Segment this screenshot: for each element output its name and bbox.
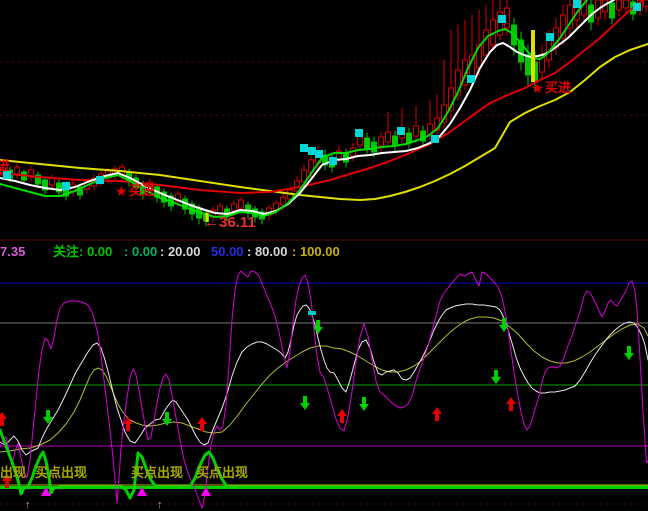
candle-body [322,154,328,166]
candle-body [392,135,398,147]
candle-body [231,203,237,212]
cyan-dash-marker [308,311,316,315]
candle-body [301,169,307,183]
magenta-triangle-icon [137,487,147,496]
candle-body [567,4,573,29]
indicator-ref-80: : 80.00 [247,244,288,259]
buy-point-label: 买点出现 [0,465,26,480]
candle-body [238,199,244,209]
ma-line-yellow [0,43,648,201]
candle-body [35,174,41,185]
buy-signal-label: ←36.11 [204,214,256,231]
buy-signal-label: 买进 [0,158,10,173]
red-up-arrow-icon [2,474,12,488]
cyan-marker [355,129,363,137]
candle-body [77,186,83,196]
red-up-arrow-icon [123,417,133,431]
candle-body [560,14,566,39]
ma-line-red [0,0,644,194]
candle-body [371,141,377,153]
red-up-arrow-icon [432,407,442,421]
oscillator-line-yellow [0,316,648,453]
gray-up-tick-icon: ↑ [157,499,163,511]
candle-body [217,205,223,214]
green-down-arrow-icon [43,410,53,424]
candle-body [385,131,391,143]
candle-body [42,179,48,191]
buy-star-icon: ★ [115,183,128,199]
ma-line-white [0,0,615,215]
cyan-marker [431,135,439,143]
candle-body [616,0,622,11]
buy-point-label: 买点出现 [196,465,248,480]
yellow-bar [531,30,535,82]
buy-star-icon: ★ [531,80,544,96]
buy-signal-label: 买进 [545,80,571,95]
oscillator-line-white [0,303,648,456]
zigzag-signal-line [0,428,648,500]
indicator-ref-20: : 20.00 [160,244,201,259]
candle-body [413,125,419,137]
indicator-ref-100: : 100.00 [292,244,340,259]
indicator-header: 7.35 关注: 0.00 : 0.00 : 20.00 50.00 : 80.… [0,245,648,260]
cyan-marker [633,3,641,11]
gray-up-tick-icon: ↑ [25,499,31,511]
candle-body [378,136,384,147]
candle-body [455,69,461,96]
green-down-arrow-icon [499,318,509,332]
magenta-triangle-icon [41,487,51,496]
candle-body [14,166,20,175]
candle-body [483,29,489,56]
cyan-marker [300,144,308,152]
cyan-marker [329,157,337,165]
candle-body [518,39,524,63]
green-down-arrow-icon [300,396,310,410]
candle-body [525,54,531,76]
green-down-arrow-icon [624,346,634,360]
indicator-ref-0: : 0.00 [124,244,158,259]
indicator-ref-50: 50.00 [211,244,244,259]
cyan-marker [3,171,11,179]
cyan-marker [315,150,323,158]
red-up-arrow-icon [337,409,347,423]
cyan-marker [308,147,316,155]
candle-body [49,177,55,186]
cyan-marker [498,15,506,23]
candle-body [364,137,370,149]
red-up-arrow-icon [0,412,7,426]
candle-body [161,191,167,203]
ma-line-green [0,0,588,218]
buy-point-label: 买点出现 [131,465,183,480]
cyan-marker [467,75,475,83]
oscillator-line-magenta [0,270,648,509]
cyan-marker [397,127,405,135]
green-down-arrow-icon [313,320,323,334]
candle-body [294,180,300,192]
indicator-value-current: 7.35 [0,244,26,259]
buy-point-label: 买点出现 [35,465,87,480]
buy-signal-label: 买进 [129,183,155,198]
green-down-arrow-icon [359,397,369,411]
candle-body [643,0,648,7]
cyan-marker [573,0,581,8]
magenta-triangle-icon [201,487,211,496]
red-up-arrow-icon [506,397,516,411]
indicator-label-guanzhu: 关注: 0.00 [53,244,113,259]
candle-body [280,196,286,206]
red-up-arrow-icon [197,417,207,431]
cyan-marker [62,182,70,190]
candle-body [623,0,629,9]
candle-body [56,182,62,193]
cyan-marker [96,176,104,184]
green-down-arrow-icon [162,412,172,426]
candle-body [609,2,615,19]
candle-body [497,11,503,36]
yellow-bar [205,213,209,222]
green-down-arrow-icon [491,370,501,384]
cyan-marker [546,33,554,41]
candle-body [462,59,468,86]
